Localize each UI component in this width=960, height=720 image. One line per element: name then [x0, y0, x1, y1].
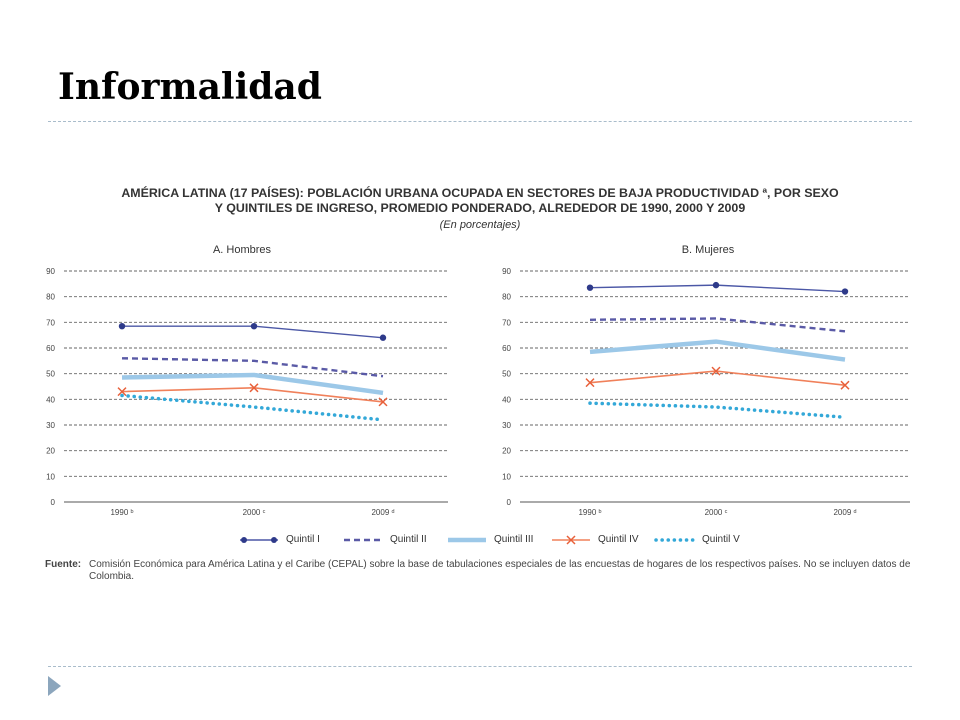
y-tick-label: 10	[46, 472, 55, 481]
x-tick-label: 2009 ᵈ	[371, 508, 394, 517]
legend-swatch-quintil-5	[654, 538, 696, 542]
y-tick-label: 80	[502, 293, 511, 302]
line-chart: 0 10 20 30 40 50 60 70 80 90 1990 ᵇ 2000 ᶜ 2009 ᵈ 0 10…	[46, 267, 910, 517]
legend-label-quintil-5: Quintil V	[702, 534, 740, 545]
y-tick-label: 90	[46, 267, 55, 276]
series-line	[589, 339, 846, 362]
legend-label-quintil-3: Quintil III	[494, 534, 534, 545]
y-tick-label: 20	[502, 447, 511, 456]
y-tick-label: 50	[46, 370, 55, 379]
y-tick-label: 60	[502, 344, 511, 353]
y-tick-label: 40	[502, 395, 511, 404]
chart-title-line-1: AMÉRICA LATINA (17 PAÍSES): POBLACIÓN UR…	[121, 186, 839, 200]
y-tick-label: 30	[502, 421, 511, 430]
x-tick-label: 2009 ᵈ	[833, 508, 856, 517]
series-line	[588, 401, 847, 420]
series-line	[121, 357, 384, 378]
series-quintil-ii-a-hombres	[121, 357, 384, 378]
x-tick-label: 1990 ᵇ	[578, 508, 601, 517]
series-quintil-v-b-mujeres	[588, 401, 847, 420]
legend-swatch-quintil-1	[240, 537, 278, 543]
footer-divider	[48, 666, 912, 667]
y-tick-label: 20	[46, 447, 55, 456]
data-point	[840, 380, 850, 390]
data-point	[379, 334, 387, 341]
y-tick-label: 50	[502, 370, 511, 379]
y-tick-label: 10	[502, 472, 511, 481]
data-point	[118, 322, 126, 330]
data-point	[712, 281, 720, 289]
data-point	[841, 288, 849, 295]
legend-swatch-quintil-3	[448, 537, 486, 543]
y-tick-label: 70	[502, 318, 511, 327]
data-point	[117, 387, 127, 397]
x-tick-label: 1990 ᵇ	[110, 508, 133, 517]
series-quintil-iv-a-hombres	[117, 383, 388, 407]
y-tick-label: 0	[51, 498, 56, 507]
series-quintil-iii-a-hombres	[121, 372, 384, 396]
legend-label-quintil-2: Quintil II	[390, 534, 427, 545]
series-quintil-v-a-hombres	[120, 393, 385, 422]
y-tick-label: 40	[46, 395, 55, 404]
y-tick-label: 0	[507, 498, 512, 507]
slide-arrow-icon	[48, 676, 61, 696]
series-quintil-ii-b-mujeres	[589, 317, 846, 333]
panel-a-hombres: 0 10 20 30 40 50 60 70 80 90 1990 ᵇ 2000 ᶜ 2009 ᵈ	[46, 267, 448, 517]
title-divider	[48, 121, 912, 122]
panel-title-hombres: A. Hombres	[212, 244, 272, 256]
source-text: Comisión Económica para América Latina y…	[89, 559, 911, 582]
series-line	[120, 393, 385, 422]
panel-title-mujeres: B. Mujeres	[681, 244, 735, 256]
data-point	[249, 383, 259, 393]
panel-b-mujeres: 0 10 20 30 40 50 60 70 80 90 1990 ᵇ 2000 ᶜ 2009 ᵈ	[502, 267, 910, 517]
legend-swatch-quintil-4	[552, 535, 590, 545]
slide-title: Informalidad	[58, 66, 322, 108]
data-point	[711, 366, 721, 376]
y-tick-label: 60	[46, 344, 55, 353]
legend-label-quintil-1: Quintil I	[286, 534, 320, 545]
series-quintil-iv-b-mujeres	[585, 366, 850, 390]
x-tick-label: 2000 ᶜ	[705, 508, 728, 517]
legend-label-quintil-4: Quintil IV	[598, 534, 639, 545]
x-tick-label: 2000 ᶜ	[243, 508, 266, 517]
series-quintil-iii-b-mujeres	[589, 339, 846, 362]
series-line	[589, 317, 846, 333]
series-quintil-i-b-mujeres	[586, 281, 849, 295]
data-point	[250, 322, 258, 330]
series-line	[121, 372, 384, 396]
series-quintil-i-a-hombres	[118, 322, 387, 341]
chart-subtitle: (En porcentajes)	[439, 219, 521, 231]
data-point	[585, 378, 595, 388]
y-tick-label: 70	[46, 318, 55, 327]
legend-swatch-quintil-2	[344, 538, 382, 542]
data-point	[586, 284, 594, 291]
y-tick-label: 30	[46, 421, 55, 430]
y-tick-label: 90	[502, 267, 511, 276]
source-label: Fuente:	[45, 559, 82, 570]
data-point	[378, 397, 388, 407]
y-tick-label: 80	[46, 293, 55, 302]
chart-title-line-2: Y QUINTILES DE INGRESO, PROMEDIO PONDERA…	[214, 201, 746, 215]
